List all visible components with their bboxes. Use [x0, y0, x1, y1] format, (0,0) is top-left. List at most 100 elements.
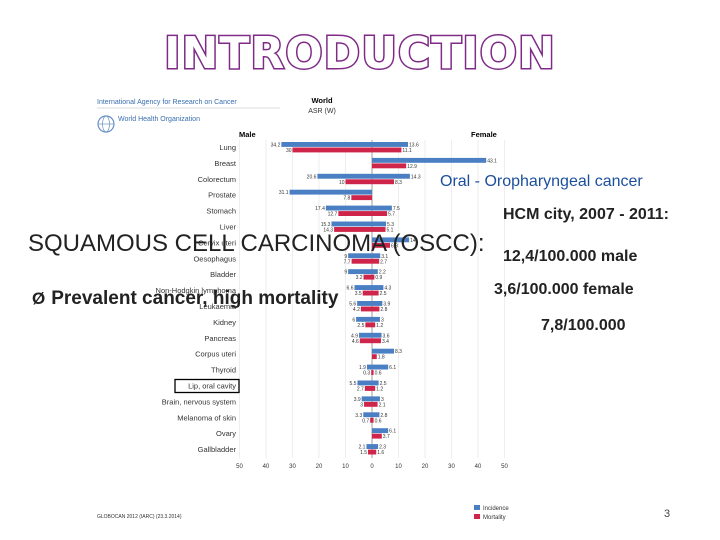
- data-label: 10: [339, 180, 345, 186]
- data-label: 3.1: [381, 254, 388, 260]
- legend-label-incidence: Incidence: [483, 506, 509, 512]
- who-logo-icon: [97, 115, 115, 133]
- data-label: 5.3: [387, 222, 394, 228]
- category-label: Leukaemia: [199, 302, 237, 311]
- x-tick-label: 20: [316, 464, 323, 470]
- male-mortality-bar: [351, 258, 372, 264]
- female-incidence-bar: [372, 253, 381, 259]
- data-label: 1.2: [376, 323, 383, 329]
- data-label: 6.1: [389, 429, 396, 435]
- data-label: 31.1: [279, 190, 289, 196]
- x-tick-label: 10: [395, 464, 402, 470]
- female-mortality-bar: [372, 354, 377, 360]
- male-incidence-bar: [317, 173, 372, 179]
- female-mortality-bar: [372, 338, 382, 344]
- male-mortality-bar: [370, 417, 372, 423]
- category-label: Cervix uteri: [198, 238, 236, 247]
- female-mortality-bar: [372, 242, 391, 248]
- legend-swatch-mortality: [474, 514, 480, 519]
- data-label: 7.5: [393, 206, 400, 212]
- bullet-row: Ø Prevalent cancer, high mortality: [32, 288, 338, 310]
- female-incidence-bar: [372, 142, 409, 147]
- data-label: 8.3: [395, 349, 402, 355]
- male-incidence-bar: [366, 444, 372, 449]
- female-incidence-bar: [372, 332, 382, 338]
- data-label: 5.6: [349, 302, 356, 308]
- x-tick-label: 50: [236, 464, 243, 470]
- female-incidence-bar: [372, 428, 389, 434]
- legend-swatch-incidence: [474, 505, 480, 510]
- male-incidence-bar: [359, 332, 372, 338]
- male-incidence-bar: [357, 301, 372, 306]
- female-mortality-bar: [372, 401, 378, 407]
- data-label: 1.5: [360, 450, 367, 456]
- category-label: Prostate: [208, 191, 236, 200]
- male-incidence-bar: [354, 285, 372, 290]
- data-label: 20.6: [307, 174, 317, 180]
- x-tick-label: 0: [370, 464, 374, 470]
- data-label: 2.1: [358, 445, 365, 451]
- female-mortality-bar: [372, 274, 375, 280]
- data-label: 17.4: [315, 206, 325, 212]
- bullet-text: Prevalent cancer, high mortality: [51, 288, 339, 309]
- data-label: 6.8: [391, 243, 398, 249]
- data-label: 3.3: [355, 413, 362, 419]
- iarc-text: International Agency for Research on Can…: [97, 99, 237, 106]
- data-label: 6.1: [389, 365, 396, 371]
- page-number: 3: [664, 508, 671, 520]
- female-mortality-bar: [372, 386, 376, 391]
- female-mortality-bar: [372, 417, 374, 423]
- male-incidence-bar: [331, 221, 372, 227]
- data-label: 2.3: [379, 445, 386, 451]
- data-label: 8.3: [395, 180, 402, 186]
- female-incidence-bar: [372, 237, 410, 243]
- female-incidence-bar: [372, 412, 380, 418]
- female-incidence-bar: [372, 316, 380, 322]
- data-label: 0.6: [375, 371, 382, 377]
- data-label: 0.6: [375, 418, 382, 424]
- data-label: 1.6: [377, 450, 384, 456]
- female-incidence-bar: [372, 205, 392, 211]
- total-rate: 7,8/100.000: [541, 317, 626, 334]
- female-mortality-bar: [372, 322, 376, 328]
- category-label: Oesophagus: [193, 254, 236, 263]
- data-label: 12.9: [407, 164, 417, 170]
- female-incidence-bar: [372, 173, 410, 179]
- male-mortality-bar: [351, 195, 372, 201]
- male-incidence-bar: [289, 189, 372, 195]
- category-label: Liver: [220, 223, 237, 232]
- male-mortality-bar: [371, 370, 372, 375]
- male-incidence-bar: [325, 205, 372, 211]
- data-label: 0.7: [362, 418, 369, 424]
- category-label: Kidney: [213, 318, 236, 327]
- category-label: Lung: [219, 143, 236, 152]
- female-incidence-bar: [372, 348, 394, 354]
- data-label: 9: [344, 254, 347, 260]
- category-label: Breast: [214, 159, 237, 168]
- female-mortality-bar: [372, 370, 374, 375]
- data-label: 1.9: [359, 365, 366, 371]
- male-mortality-bar: [345, 179, 372, 185]
- male-mortality-bar: [364, 386, 372, 391]
- data-label: 12.7: [328, 212, 338, 218]
- oral-cancer-label: Oral - Oropharyngeal cancer: [440, 173, 643, 190]
- source-note: GLOBOCAN 2012 (IARC) (23.3.2014): [97, 514, 182, 520]
- data-label: 6.6: [347, 286, 354, 292]
- male-incidence-bar: [356, 316, 372, 322]
- data-label: 3: [381, 317, 384, 323]
- female-incidence-bar: [372, 157, 487, 163]
- data-label: 4.2: [353, 307, 360, 313]
- arrow-bullet-icon: Ø: [32, 289, 46, 308]
- female-rate: 3,6/100.000 female: [494, 281, 634, 298]
- male-mortality-bar: [359, 338, 372, 344]
- female-incidence-bar: [372, 444, 379, 449]
- male-mortality-bar: [334, 227, 372, 232]
- female-incidence-bar: [372, 396, 380, 402]
- data-label: 4.3: [384, 286, 391, 292]
- female-mortality-bar: [372, 258, 380, 264]
- male-mortality-bar: [292, 147, 372, 153]
- female-mortality-bar: [372, 179, 394, 185]
- data-label: 30: [286, 148, 292, 154]
